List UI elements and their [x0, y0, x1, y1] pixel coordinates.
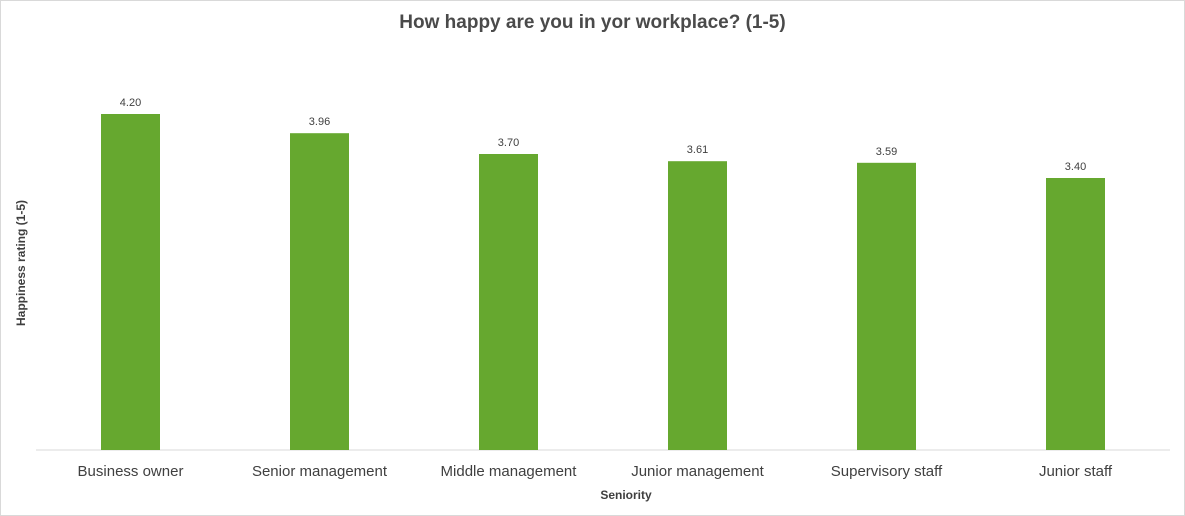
bar-value-label-5: 3.40 [1065, 161, 1086, 173]
bar-0 [101, 114, 160, 450]
category-label-5: Junior staff [1039, 463, 1113, 480]
bar-value-label-3: 3.61 [687, 144, 708, 156]
bar-3 [668, 161, 727, 450]
category-label-3: Junior management [631, 463, 764, 480]
bar-value-label-1: 3.96 [309, 116, 330, 128]
category-labels-group: Business owner Senior management Middle ma… [78, 463, 1113, 480]
bar-1 [290, 133, 349, 450]
bar-value-label-0: 4.20 [120, 97, 141, 109]
category-label-4: Supervisory staff [831, 463, 943, 480]
x-axis-label: Seniority [600, 488, 652, 502]
bar-2 [479, 154, 538, 450]
bar-value-label-4: 3.59 [876, 146, 897, 158]
chart-title: How happy are you in yor workplace? (1-5… [399, 12, 786, 33]
category-label-1: Senior management [252, 463, 388, 480]
value-labels-group: 4.20 3.96 3.70 3.61 3.59 3.40 [120, 97, 1086, 173]
bars-group [101, 114, 1105, 451]
category-label-2: Middle management [441, 463, 578, 480]
bar-4 [857, 162, 916, 451]
category-label-0: Business owner [78, 463, 184, 480]
bar-5 [1046, 178, 1105, 450]
bar-value-label-2: 3.70 [498, 137, 519, 149]
